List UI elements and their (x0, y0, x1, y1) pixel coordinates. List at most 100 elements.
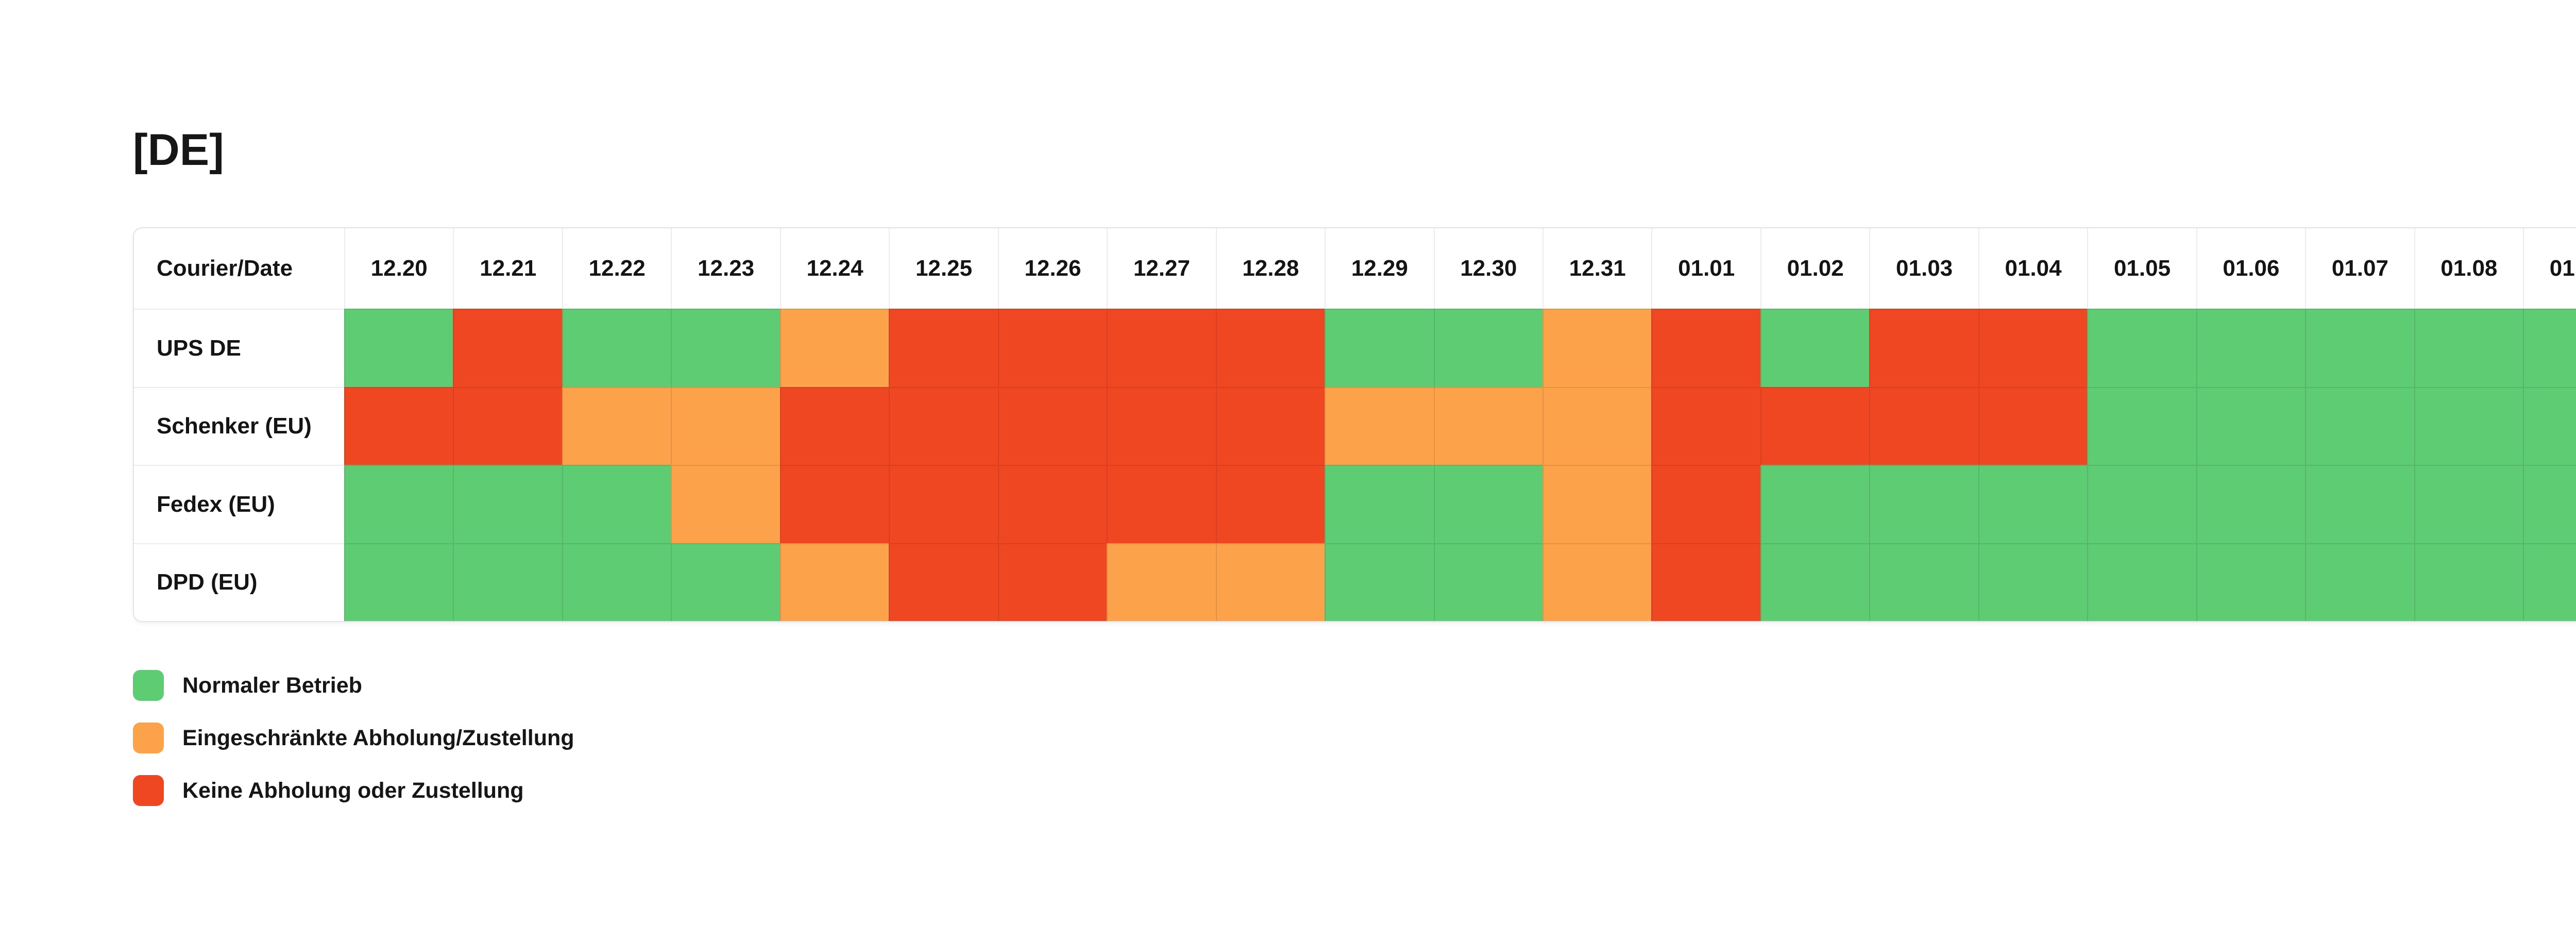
status-cell-limited (1325, 387, 1434, 465)
status-cell-none (1215, 387, 1325, 465)
date-header-cell: 01.07 (2305, 228, 2414, 309)
status-cell-none (1978, 387, 2088, 465)
legend-label: Normaler Betrieb (182, 673, 362, 698)
legend-swatch-none (133, 775, 164, 806)
status-cell-none (779, 465, 889, 543)
status-cell-none (997, 465, 1107, 543)
date-header-cell: 12.20 (344, 228, 453, 309)
status-cell-none (779, 387, 889, 465)
status-cell-normal (2414, 543, 2523, 621)
status-cell-normal (2196, 543, 2306, 621)
status-cell-none (889, 309, 998, 387)
date-header-cell: 01.01 (1651, 228, 1760, 309)
status-cell-normal (1325, 465, 1434, 543)
status-cell-normal (2305, 543, 2414, 621)
status-cell-none (1651, 543, 1760, 621)
date-header-cell: 12.31 (1542, 228, 1652, 309)
status-cell-none (1107, 387, 1216, 465)
legend-item: Keine Abholung oder Zustellung (133, 775, 574, 806)
status-cell-limited (1107, 543, 1216, 621)
date-header-cell: 12.24 (779, 228, 889, 309)
status-cell-none (1978, 309, 2088, 387)
status-cell-normal (1325, 309, 1434, 387)
status-cell-normal (2305, 465, 2414, 543)
status-cell-limited (1542, 309, 1652, 387)
status-cell-normal (2087, 465, 2196, 543)
status-cell-none (1651, 309, 1760, 387)
status-cell-normal (2087, 387, 2196, 465)
status-cell-none (453, 387, 562, 465)
status-cell-normal (2305, 309, 2414, 387)
status-cell-limited (562, 387, 671, 465)
status-cell-limited (779, 309, 889, 387)
date-header-cell: 12.23 (671, 228, 780, 309)
status-cell-normal (1978, 543, 2088, 621)
courier-name-cell: Fedex (EU) (134, 465, 344, 543)
date-header-cell: 12.29 (1325, 228, 1434, 309)
status-cell-none (1651, 387, 1760, 465)
status-cell-normal (1433, 309, 1543, 387)
status-cell-none (889, 543, 998, 621)
status-cell-normal (453, 465, 562, 543)
status-cell-normal (2523, 387, 2576, 465)
status-cell-normal (2414, 387, 2523, 465)
status-cell-none (1869, 387, 1978, 465)
courier-name-cell: Schenker (EU) (134, 387, 344, 465)
status-cell-none (1107, 465, 1216, 543)
courier-name-cell: DPD (EU) (134, 543, 344, 621)
status-cell-normal (1433, 543, 1543, 621)
status-cell-normal (2414, 465, 2523, 543)
status-cell-none (1107, 309, 1216, 387)
status-cell-none (1215, 309, 1325, 387)
status-cell-normal (2087, 543, 2196, 621)
status-cell-normal (1978, 465, 2088, 543)
date-header-cell: 01.09 (2523, 228, 2576, 309)
status-cell-normal (2196, 309, 2306, 387)
legend-item: Eingeschränkte Abholung/Zustellung (133, 723, 574, 753)
status-cell-normal (344, 309, 453, 387)
status-cell-limited (1542, 387, 1652, 465)
date-header-cell: 12.22 (562, 228, 671, 309)
date-header-cell: 12.30 (1433, 228, 1543, 309)
status-cell-normal (562, 309, 671, 387)
legend-swatch-normal (133, 670, 164, 701)
status-cell-none (889, 387, 998, 465)
status-cell-limited (671, 387, 780, 465)
date-header-cell: 12.27 (1107, 228, 1216, 309)
date-header-cell: 12.21 (453, 228, 562, 309)
status-cell-normal (562, 543, 671, 621)
status-cell-normal (1869, 465, 1978, 543)
status-cell-normal (1760, 543, 1870, 621)
status-cell-none (997, 387, 1107, 465)
date-header-cell: 01.02 (1760, 228, 1870, 309)
status-cell-none (344, 387, 453, 465)
status-cell-normal (1760, 465, 1870, 543)
status-cell-normal (2196, 465, 2306, 543)
status-cell-normal (344, 543, 453, 621)
legend-label: Eingeschränkte Abholung/Zustellung (182, 725, 574, 750)
status-cell-none (997, 543, 1107, 621)
status-cell-limited (1542, 543, 1652, 621)
date-header-cell: 01.05 (2087, 228, 2196, 309)
status-cell-normal (562, 465, 671, 543)
status-cell-normal (1869, 543, 1978, 621)
status-cell-normal (2523, 465, 2576, 543)
status-cell-limited (1215, 543, 1325, 621)
status-cell-none (453, 309, 562, 387)
status-cell-normal (344, 465, 453, 543)
status-cell-normal (1760, 309, 1870, 387)
status-cell-limited (1433, 387, 1543, 465)
status-cell-limited (1542, 465, 1652, 543)
legend: Normaler Betrieb Eingeschränkte Abholung/… (133, 670, 574, 806)
status-cell-normal (671, 543, 780, 621)
date-header-cell: 12.28 (1215, 228, 1325, 309)
status-cell-none (1760, 387, 1870, 465)
status-cell-none (889, 465, 998, 543)
page-title: [DE] (133, 125, 224, 175)
date-header-cell: 01.04 (1978, 228, 2088, 309)
status-cell-none (1869, 309, 1978, 387)
date-header-cell: 01.08 (2414, 228, 2523, 309)
status-cell-normal (1325, 543, 1434, 621)
legend-label: Keine Abholung oder Zustellung (182, 778, 524, 803)
status-cell-normal (1433, 465, 1543, 543)
